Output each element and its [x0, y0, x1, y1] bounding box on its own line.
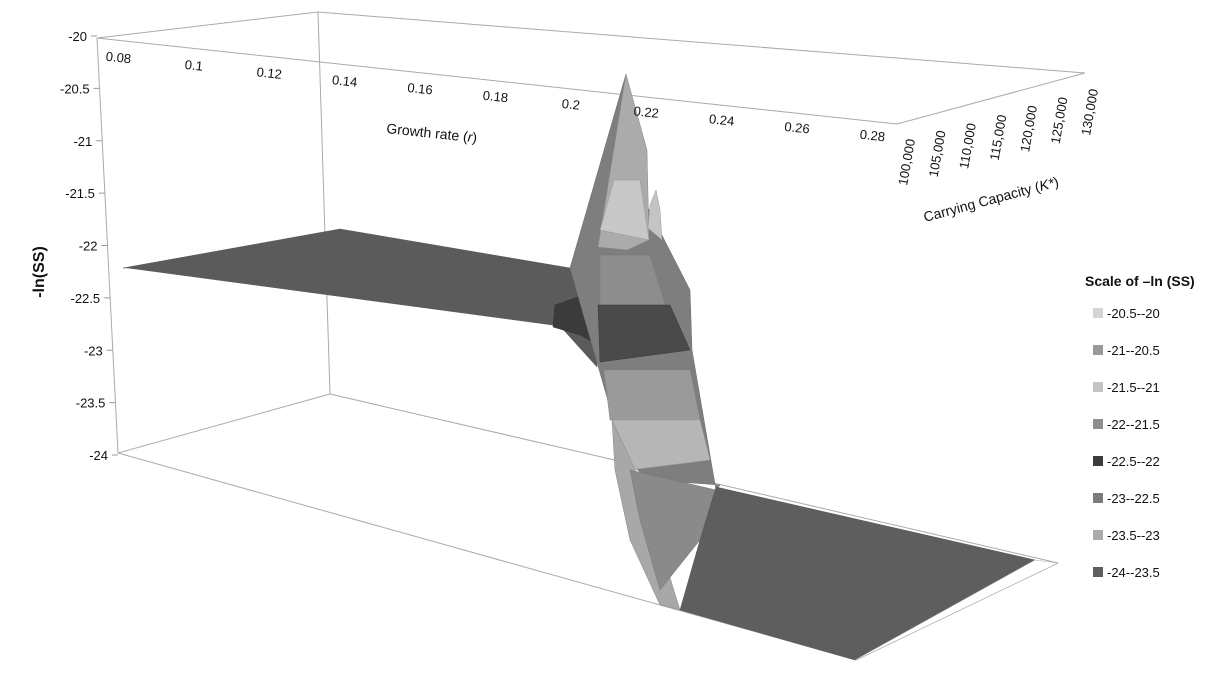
legend-label: -22--21.5	[1107, 417, 1160, 432]
legend-label: -23--22.5	[1107, 491, 1160, 506]
x-tick-label: 0.1	[184, 57, 204, 74]
z-tick-label: -20	[68, 29, 87, 44]
legend: Scale of –ln (SS) -20.5--20 -21--20.5 -21.…	[1085, 273, 1195, 580]
x-tick-label: 0.18	[482, 88, 509, 106]
surface-spike-face	[603, 369, 701, 421]
legend-label: -24--23.5	[1107, 565, 1160, 580]
x-tick-label: 0.14	[331, 72, 358, 90]
x-tick-label: 0.24	[708, 111, 735, 129]
frame-line	[317, 11, 1086, 74]
y-tick-label: 125,000	[1048, 96, 1071, 145]
y-tick-label: 100,000	[895, 138, 918, 187]
legend-swatch	[1093, 567, 1103, 577]
z-axis: -20 -20.5 -21 -21.5 -22 -22.5 -23 -23.5 -24	[60, 29, 118, 463]
y-tick-label: 105,000	[926, 129, 949, 178]
y-axis-title: Carrying Capacity (K*)	[922, 173, 1061, 225]
legend-swatch	[1093, 456, 1103, 466]
legend-swatch	[1093, 382, 1103, 392]
z-tick-label: -23.5	[76, 396, 106, 411]
legend-swatch	[1093, 419, 1103, 429]
legend-label: -21--20.5	[1107, 343, 1160, 358]
surface-plateau-right	[679, 486, 1036, 661]
legend-title: Scale of –ln (SS)	[1085, 273, 1195, 289]
surface-secondary-peak	[647, 189, 663, 241]
surface-plateau-left	[122, 228, 598, 368]
frame-line	[317, 11, 331, 395]
z-tick-label: -21	[73, 134, 92, 149]
frame-line	[117, 393, 331, 454]
x-axis-title: Growth rate (r)	[386, 120, 478, 145]
z-tick-label: -21.5	[65, 186, 95, 201]
z-tick-label: -22	[79, 239, 98, 254]
frame-line	[96, 37, 898, 125]
x-tick-label: 0.08	[105, 49, 132, 67]
x-tick-label: 0.28	[859, 127, 886, 145]
frame-line	[96, 11, 319, 39]
y-tick-label: 110,000	[956, 122, 979, 170]
surface-descent	[629, 469, 717, 591]
legend-label: -22.5--22	[1107, 454, 1160, 469]
legend-swatch	[1093, 345, 1103, 355]
z-tick-label: -22.5	[70, 291, 100, 306]
surface-spike-face	[599, 179, 650, 241]
x-tick-label: 0.22	[633, 103, 660, 121]
surface-spike-face	[597, 304, 691, 363]
surface-edge	[854, 559, 1059, 661]
x-tick-label: 0.16	[407, 80, 434, 98]
legend-label: -21.5--21	[1107, 380, 1160, 395]
legend-swatch	[1093, 493, 1103, 503]
legend-swatch	[1093, 530, 1103, 540]
frame-line	[117, 452, 857, 661]
legend-label: -20.5--20	[1107, 306, 1160, 321]
y-tick-label: 115,000	[987, 114, 1010, 162]
x-tick-label: 0.2	[561, 96, 581, 113]
z-tick-label: -24	[89, 448, 108, 463]
z-axis-title: -ln(SS)	[31, 246, 48, 298]
x-tick-label: 0.12	[256, 64, 283, 82]
legend-label: -23.5--23	[1107, 528, 1160, 543]
x-axis: 0.08 0.1 0.12 0.14 0.16 0.18 0.2 0.22 0.24 0.26 0.…	[105, 49, 886, 145]
y-tick-label: 130,000	[1078, 88, 1101, 137]
frame-line	[896, 72, 1086, 125]
legend-swatch	[1093, 308, 1103, 318]
x-tick-label: 0.26	[784, 119, 811, 137]
y-tick-label: 120,000	[1017, 104, 1040, 153]
z-tick-label: -23	[84, 343, 103, 358]
y-axis: 100,000 105,000 110,000 115,000 120,000 125,0…	[895, 88, 1101, 187]
surface-plot	[122, 73, 1059, 661]
z-tick-label: -20.5	[60, 81, 90, 96]
